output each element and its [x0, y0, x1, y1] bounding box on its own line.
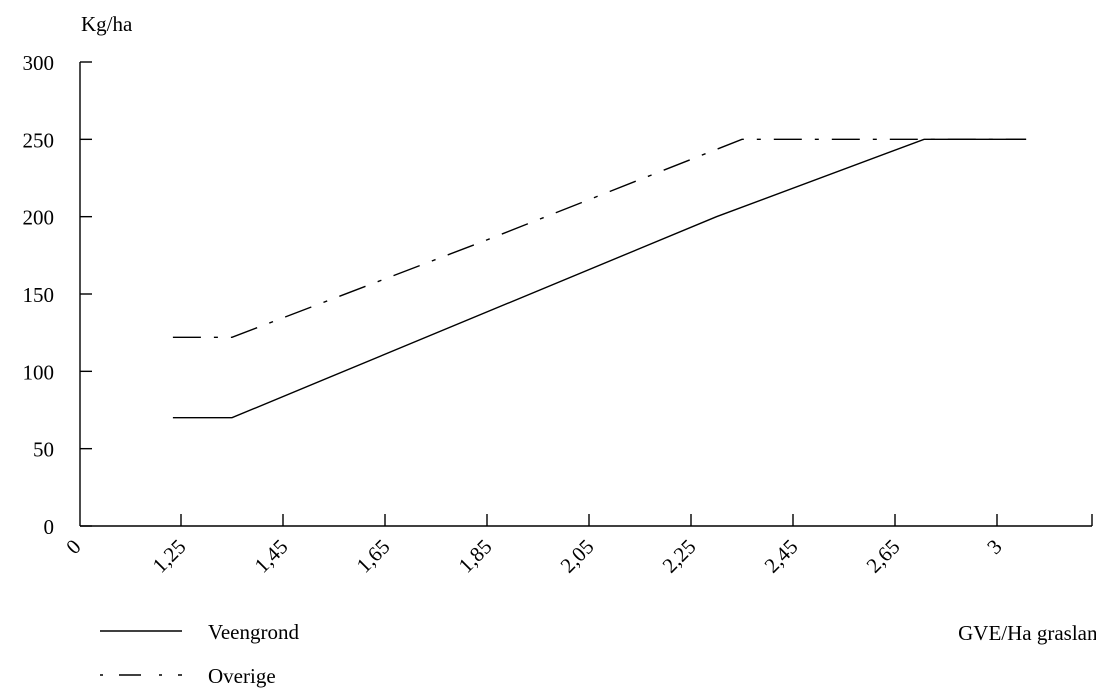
legend-label-veengrond: Veengrond — [208, 620, 299, 644]
y-axis-label: Kg/ha — [81, 12, 133, 36]
x-tick-label: 3 — [982, 535, 1006, 559]
x-tick-label: 2,65 — [862, 535, 905, 578]
x-axis-ticks: 0 1,25 1,45 1,65 1,85 2,05 2,25 2,45 2,65 3 — [61, 514, 1093, 578]
x-tick-label: 2,25 — [658, 535, 701, 578]
x-tick-label: 1,45 — [250, 535, 293, 578]
y-tick-label: 50 — [33, 438, 54, 462]
series-line-veengrond — [172, 138, 1027, 419]
series-lines — [172, 138, 1027, 419]
x-tick-label: 1,25 — [148, 535, 191, 578]
series-line-overige — [172, 138, 1027, 338]
x-tick-label: 2,05 — [556, 535, 599, 578]
y-tick-label: 150 — [23, 283, 55, 307]
y-tick-label: 300 — [23, 51, 55, 75]
x-tick-label: 2,45 — [760, 535, 803, 578]
x-tick-label: 1,65 — [352, 535, 395, 578]
y-axis-ticks: 0 50 100 150 200 250 300 — [23, 51, 92, 539]
x-axis-label: GVE/Ha grasland — [958, 621, 1096, 645]
legend-label-overige: Overige — [208, 664, 276, 688]
y-tick-label: 0 — [44, 515, 55, 539]
y-tick-label: 250 — [23, 128, 55, 152]
y-tick-label: 100 — [23, 360, 55, 384]
x-tick-label: 1,85 — [454, 535, 497, 578]
legend: Veengrond Overige — [100, 620, 299, 688]
x-tick-label: 0 — [61, 535, 85, 559]
y-tick-label: 200 — [23, 206, 55, 230]
